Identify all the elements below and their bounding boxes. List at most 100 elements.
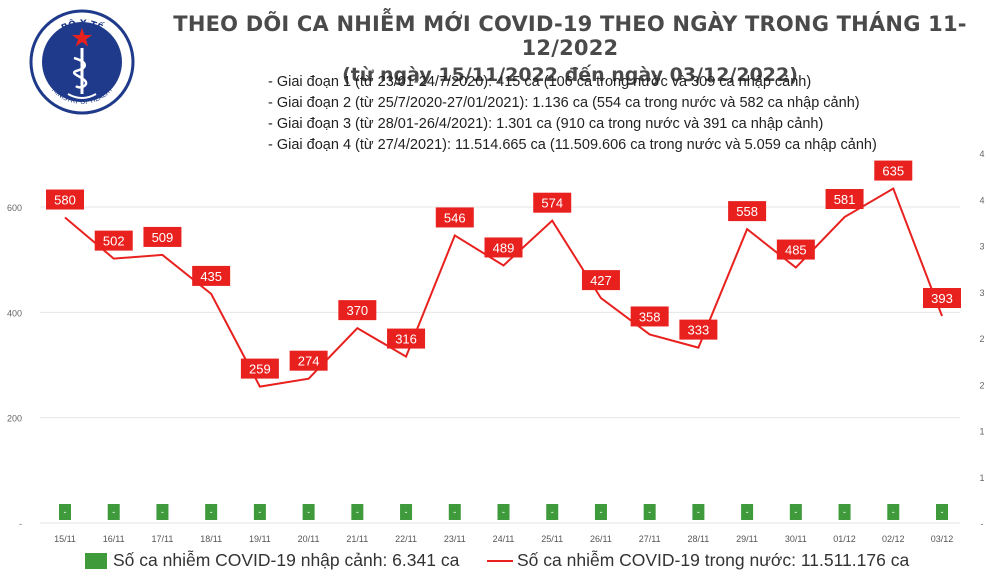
- data-label-box: [728, 201, 767, 222]
- data-label-box: [484, 237, 523, 258]
- legend-bar-swatch: [85, 552, 107, 569]
- bar-data-label: -: [599, 507, 602, 517]
- bar-data-label: -: [112, 507, 115, 517]
- series-line-domestic: [64, 187, 943, 388]
- bar-imported: [692, 504, 705, 520]
- legend-imported: Số ca nhiễm COVID-19 nhập cảnh: 6.341 ca: [85, 550, 459, 571]
- x-tick-label: 26/11: [590, 534, 612, 544]
- line-data-label: 489: [493, 240, 515, 255]
- legend-imported-label: Số ca nhiễm COVID-19 nhập cảnh: 6.341 ca: [113, 550, 460, 570]
- x-tick-label: 21/11: [346, 534, 368, 544]
- bar-data-label: -: [794, 507, 797, 517]
- x-tick-label: 22/11: [395, 534, 417, 544]
- x-tick-label: 25/11: [541, 534, 563, 544]
- line-data-label: 259: [249, 362, 271, 377]
- data-label-box: [240, 358, 279, 379]
- line-data-label: 333: [688, 323, 710, 338]
- data-label-box: [435, 207, 474, 228]
- bar-imported: [546, 504, 559, 520]
- y-right-tick-label: 4: [979, 149, 984, 159]
- x-tick-label: 23/11: [444, 534, 466, 544]
- bar-imported: [59, 504, 71, 520]
- legend-domestic: Số ca nhiễm COVID-19 trong nước: 11.511.…: [487, 550, 909, 571]
- x-tick-label: 27/11: [639, 534, 661, 544]
- y-right-tick-label: 3: [979, 288, 984, 298]
- logo-text-top: BỘ Y TẾ: [60, 18, 106, 34]
- x-tick-label: 01/12: [833, 534, 856, 544]
- x-tick-label: 20/11: [298, 534, 320, 544]
- chart-title: THEO DÕI CA NHIỄM MỚI COVID-19 THEO NGÀY…: [170, 12, 970, 86]
- bar-imported: [400, 504, 413, 520]
- line-data-label: 574: [541, 196, 563, 211]
- bar-imported: [497, 504, 510, 520]
- data-label-box: [874, 160, 913, 181]
- data-label-box: [825, 189, 864, 210]
- bar-data-label: -: [258, 507, 261, 517]
- bar-imported: [205, 504, 218, 520]
- line-data-label: 558: [736, 204, 758, 219]
- bar-data-label: -: [453, 507, 456, 517]
- line-data-label: 358: [639, 309, 661, 324]
- y-left-tick-label: -: [19, 519, 22, 529]
- x-tick-label: 02/12: [882, 534, 905, 544]
- bar-data-label: -: [892, 507, 895, 517]
- data-label-box: [581, 270, 620, 291]
- x-tick-label: 19/11: [249, 534, 271, 544]
- star-icon: [72, 28, 92, 47]
- bar-data-label: -: [502, 507, 505, 517]
- line-data-label: 435: [200, 269, 222, 284]
- x-tick-label: 28/11: [687, 534, 709, 544]
- data-label-box: [776, 239, 815, 260]
- data-label-box: [923, 288, 961, 309]
- bar-data-label: -: [405, 507, 408, 517]
- y-left-tick-label: 400: [7, 308, 22, 318]
- ministry-of-health-logo: BỘ Y TẾ MINISTRY OF HEALTH: [29, 9, 135, 115]
- bar-data-label: -: [161, 507, 164, 517]
- line-data-label: 274: [298, 354, 320, 369]
- bar-data-label: -: [307, 507, 310, 517]
- stage-2-note: - Giai đoạn 2 (từ 25/7/2020-27/01/2021):…: [268, 95, 860, 111]
- title-line-2: (từ ngày 15/11/2022 đến ngày 03/12/2022): [342, 64, 798, 86]
- x-tick-label: 15/11: [54, 534, 76, 544]
- x-tick-label: 24/11: [493, 534, 515, 544]
- data-label-box: [630, 306, 669, 327]
- data-label-box: [387, 328, 426, 349]
- data-label-box: [679, 319, 718, 340]
- x-tick-label: 03/12: [931, 534, 954, 544]
- bar-data-label: -: [697, 507, 700, 517]
- title-line-1: THEO DÕI CA NHIỄM MỚI COVID-19 THEO NGÀY…: [173, 12, 967, 60]
- y-right-tick-label: 1: [979, 427, 984, 437]
- line-data-label: 502: [103, 234, 125, 249]
- bar-imported: [838, 504, 851, 520]
- stage-summary: - Giai đoạn 1 (từ 23/01-24/7/2020): 415 …: [268, 72, 877, 156]
- data-label-box: [46, 189, 84, 210]
- y-right-tick-label: 2: [979, 334, 984, 344]
- bar-data-label: -: [551, 507, 554, 517]
- y-left-tick-label: 600: [7, 203, 22, 213]
- data-label-box: [289, 350, 328, 371]
- y-right-tick-label: -: [981, 519, 984, 529]
- bar-imported: [887, 504, 900, 520]
- y-right-tick-label: 2: [979, 380, 984, 390]
- bar-data-label: -: [356, 507, 359, 517]
- line-data-label: 580: [54, 193, 76, 208]
- y-right-tick-label: 1: [979, 473, 984, 483]
- legend: Số ca nhiễm COVID-19 nhập cảnh: 6.341 ca…: [0, 546, 1000, 574]
- bar-imported: [253, 504, 266, 520]
- x-tick-label: 30/11: [785, 534, 807, 544]
- line-data-label: 427: [590, 273, 612, 288]
- line-data-label: 393: [931, 291, 953, 306]
- bar-imported: [789, 504, 802, 520]
- line-data-label: 509: [152, 230, 174, 245]
- bar-data-label: -: [941, 507, 944, 517]
- bar-imported: [448, 504, 461, 520]
- y-right-tick-label: 4: [979, 195, 984, 205]
- stage-3-note: - Giai đoạn 3 (từ 28/01-26/4/2021): 1.30…: [268, 116, 824, 132]
- bar-imported: [643, 504, 656, 520]
- stage-1-note: - Giai đoạn 1 (từ 23/01-24/7/2020): 415 …: [268, 74, 812, 90]
- y-left-tick-label: 200: [7, 414, 22, 424]
- x-tick-label: 18/11: [200, 534, 222, 544]
- legend-line-swatch: [487, 559, 513, 562]
- bar-imported: [594, 504, 607, 520]
